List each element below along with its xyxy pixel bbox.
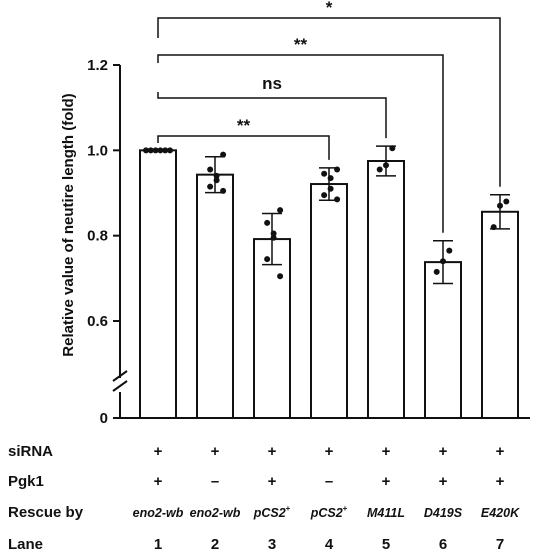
axis-break-mark [112, 370, 128, 382]
y-tick-label: 1.2 [87, 57, 108, 74]
table-cell: + [325, 443, 334, 460]
table-cell: M411L [367, 506, 405, 520]
table-cell: 1 [154, 536, 162, 553]
table-cell: – [211, 473, 219, 490]
table-row-label: siRNA [8, 443, 53, 460]
data-point [207, 183, 214, 190]
table-row-label: Pgk1 [8, 473, 44, 490]
table-cell: pCS2+ [310, 504, 348, 520]
data-point [152, 147, 159, 154]
table-cell: + [382, 443, 391, 460]
significance-label: ** [237, 116, 251, 135]
significance-label: ** [294, 35, 308, 54]
data-point [207, 166, 214, 173]
data-point [270, 230, 277, 237]
y-tick-label: 0.6 [87, 313, 108, 330]
table-cell: 2 [211, 536, 219, 553]
data-point [321, 170, 328, 177]
data-point [433, 268, 440, 275]
data-point [143, 147, 149, 154]
table-cell: 4 [325, 536, 334, 553]
table-cell: pCS2+ [253, 504, 291, 520]
significance-label: * [326, 0, 333, 17]
table-cell: + [439, 473, 448, 490]
bar [310, 183, 348, 419]
data-point [167, 147, 173, 154]
bar [424, 261, 462, 419]
data-point [334, 196, 341, 203]
data-point [220, 187, 227, 194]
significance-brackets: **ns*** [157, 0, 501, 233]
data-point [147, 147, 154, 154]
significance-label: ns [262, 74, 282, 93]
table-cell: + [154, 473, 163, 490]
data-point [277, 273, 284, 280]
table-cell: + [496, 443, 505, 460]
table-row-label: Rescue by [8, 504, 84, 521]
data-point [383, 162, 389, 169]
table-row-label: Lane [8, 536, 43, 553]
data-point [270, 234, 277, 241]
table-cell: eno2-wb [190, 506, 241, 520]
data-point [213, 177, 220, 184]
table-cell: + [268, 443, 277, 460]
table-cell: 7 [496, 536, 504, 553]
data-point [497, 202, 503, 209]
data-point [213, 172, 220, 179]
table-cell: + [496, 473, 505, 490]
y-tick-label: 1.0 [87, 142, 108, 159]
table-cell: 5 [382, 536, 390, 553]
table-cell: D419S [424, 506, 463, 520]
table-cell: – [325, 473, 333, 490]
data-point [220, 151, 227, 158]
data-point [440, 258, 446, 265]
significance-bracket [157, 54, 444, 233]
table-cell: + [154, 443, 163, 460]
table-cell: + [439, 443, 448, 460]
significance-bracket [157, 92, 387, 139]
table-cell: eno2-wb [133, 506, 184, 520]
data-point [157, 147, 164, 154]
significance-bracket [157, 135, 330, 160]
data-point [327, 175, 334, 182]
table-cell: + [211, 443, 220, 460]
data-point [490, 224, 497, 231]
data-point [446, 247, 453, 254]
table-cell: + [382, 473, 391, 490]
table-cell: E420K [481, 506, 520, 520]
condition-table: siRNA + + + + + + + Pgk1 + – + – + + + Rescue by eno2-wb e… [8, 443, 520, 553]
data-point [264, 256, 271, 263]
bar [253, 238, 291, 419]
data-point [277, 207, 284, 214]
table-cell: + [268, 473, 277, 490]
table-cell: 3 [268, 536, 276, 553]
data-point [321, 192, 328, 199]
bars [139, 145, 519, 419]
data-point [376, 166, 383, 173]
table-cell: 6 [439, 536, 447, 553]
bar [481, 210, 519, 419]
bar [367, 160, 405, 419]
axis-break-mark [112, 380, 128, 392]
data-point [334, 166, 341, 173]
data-point [503, 198, 510, 205]
y-tick-label: 0.8 [87, 228, 108, 245]
y-axis-label: Relative value of neutire length (fold) [60, 93, 77, 356]
data-point [389, 145, 396, 152]
data-point [162, 147, 169, 154]
y-tick-label: 0 [100, 410, 108, 427]
bar [196, 173, 234, 419]
significance-bracket [157, 17, 501, 187]
data-point [264, 219, 271, 226]
bar [139, 149, 177, 419]
data-point [327, 185, 334, 192]
